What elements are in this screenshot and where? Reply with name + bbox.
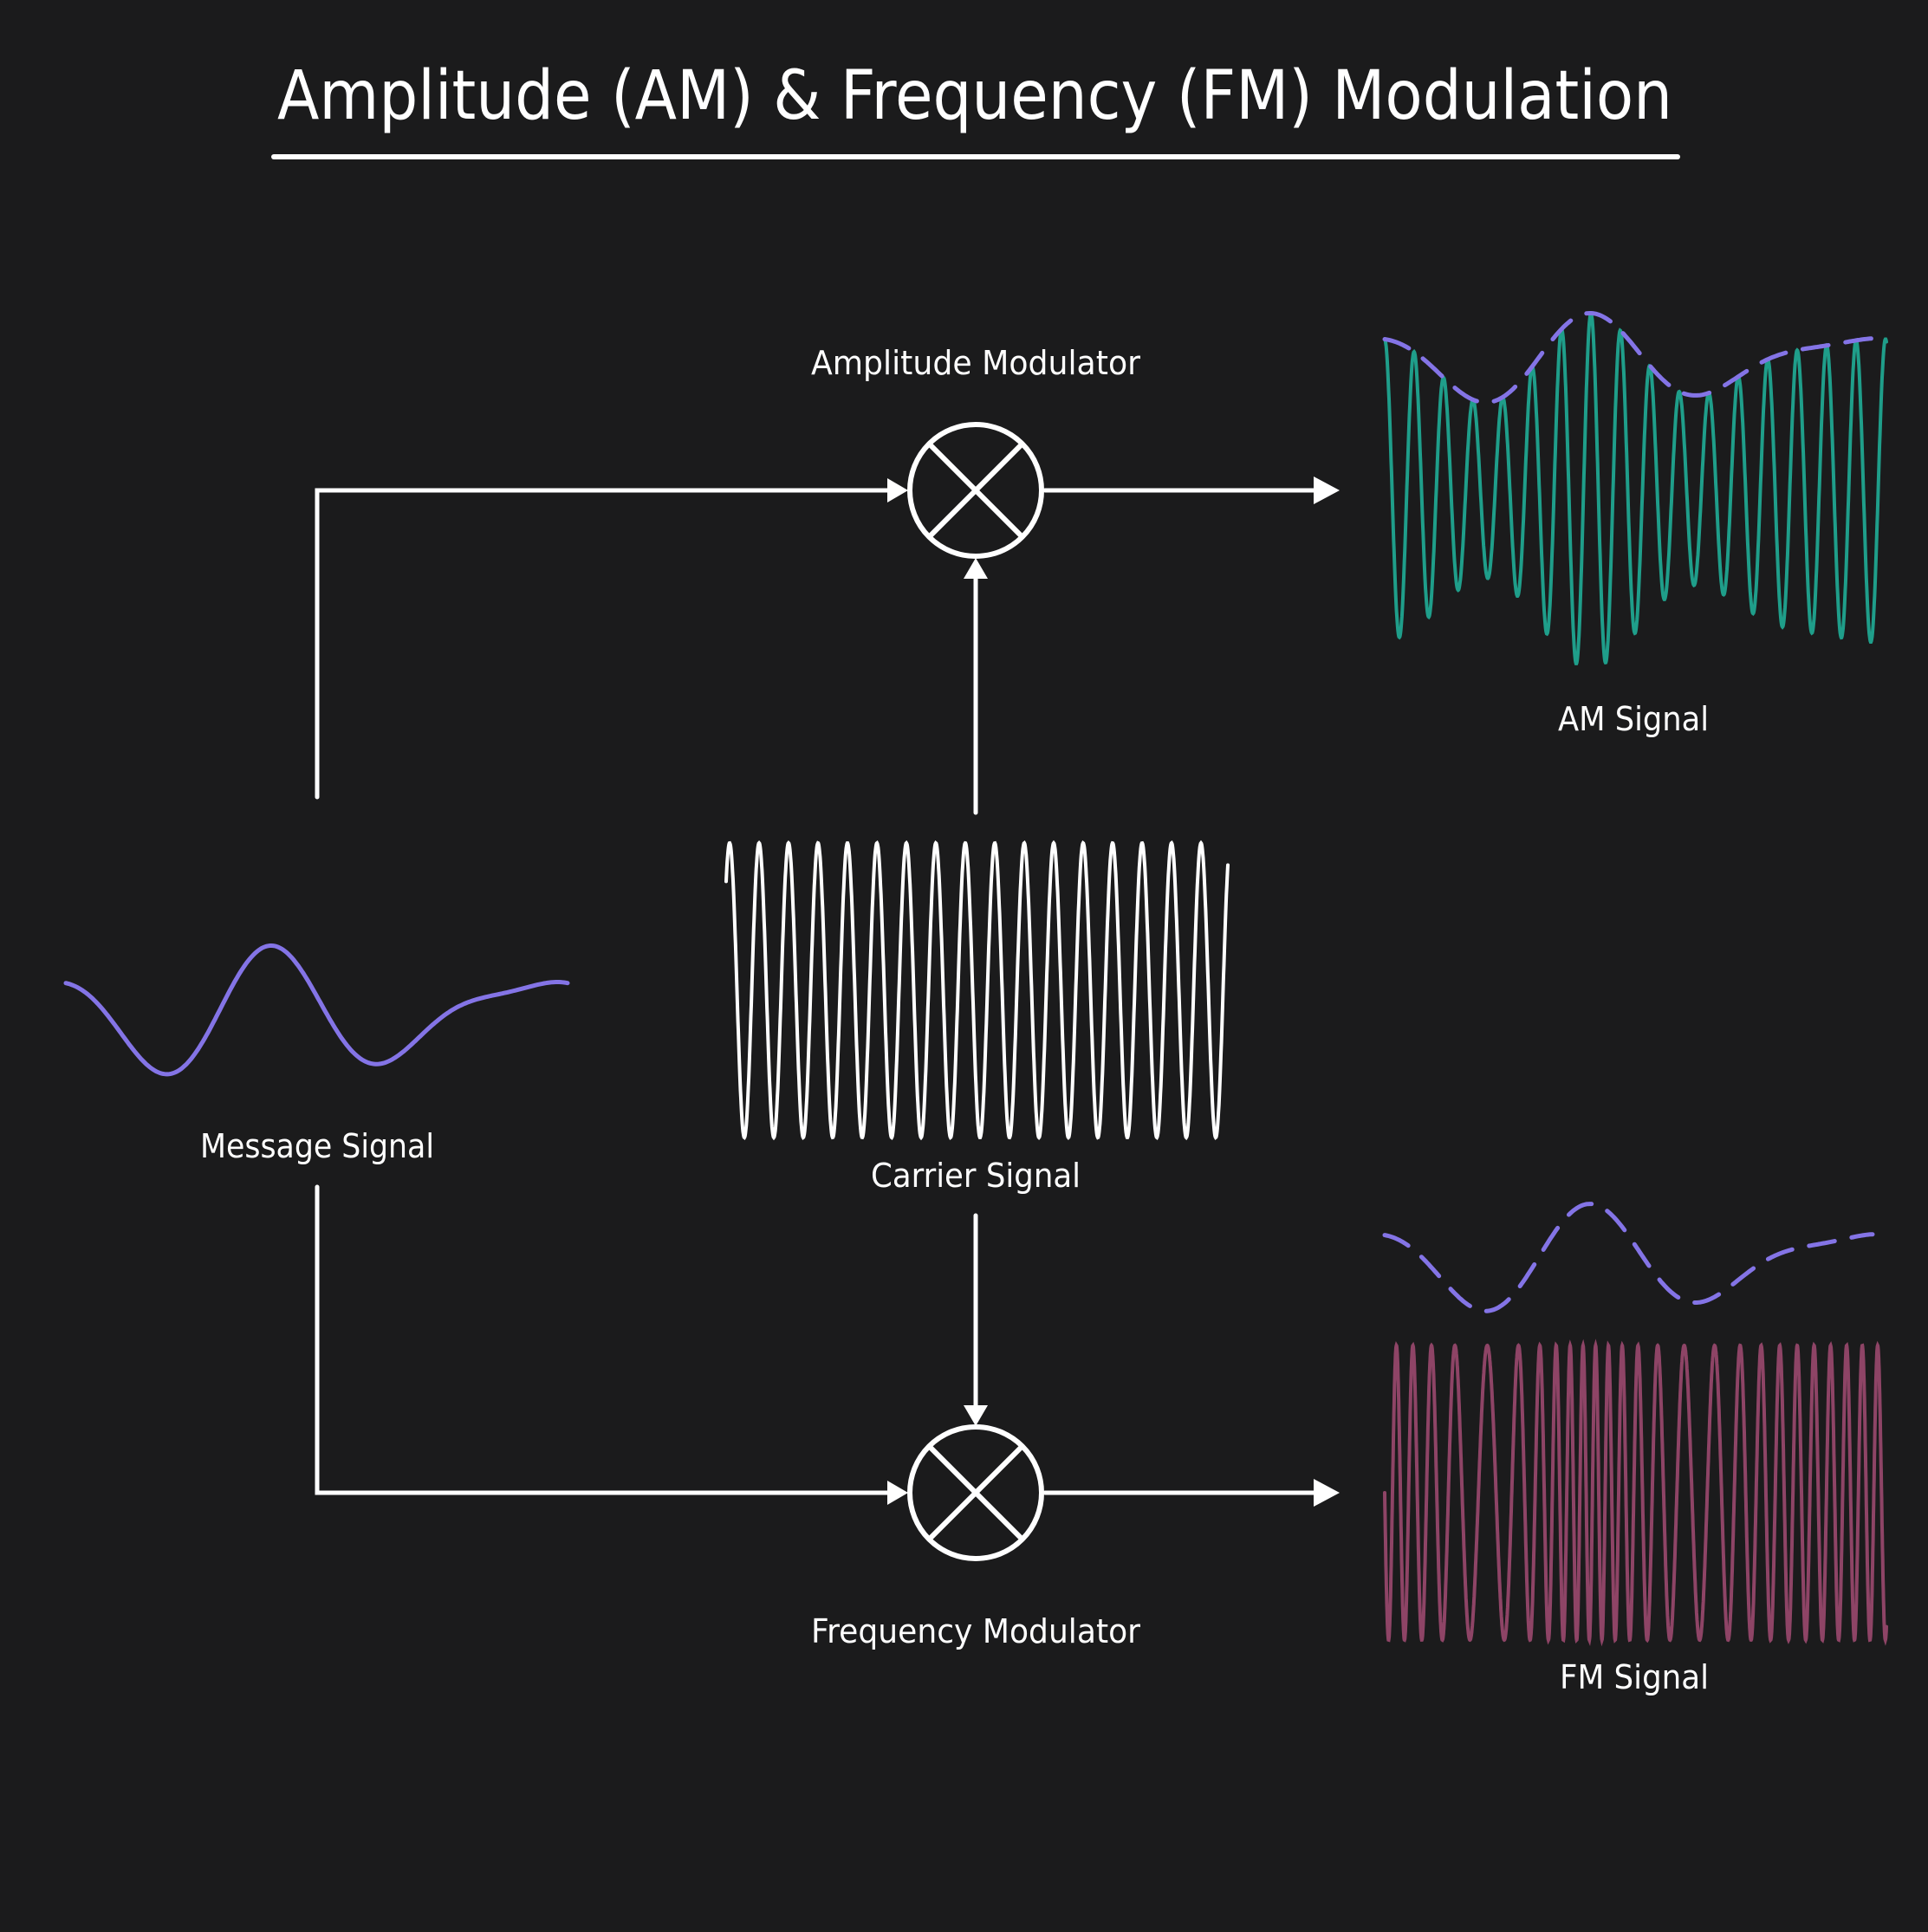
message-to-fm-line xyxy=(315,1184,897,1495)
fm-signal-label: FM Signal xyxy=(1560,1658,1709,1696)
multiplier-circle-icon xyxy=(907,422,1044,559)
carrier-signal: Carrier Signal xyxy=(724,840,1230,1195)
fm-wave xyxy=(1383,1339,1888,1647)
am-envelope xyxy=(1382,311,1875,405)
carrier-wave xyxy=(724,840,1230,1141)
am-signal-label: AM Signal xyxy=(1558,700,1709,738)
amplitude-modulator: Amplitude Modulator xyxy=(811,344,1140,559)
multiplier-circle-icon xyxy=(907,1424,1044,1561)
message-to-am-line xyxy=(315,488,897,800)
message-signal: Message Signal xyxy=(63,943,570,1165)
am-signal: AM Signal xyxy=(1382,311,1888,738)
arrow-head-icon xyxy=(887,478,908,502)
arrow-head-icon xyxy=(964,1405,988,1426)
arrow-head-icon xyxy=(1314,477,1340,504)
fm-signal: FM Signal xyxy=(1382,1202,1888,1696)
arrow-head-icon xyxy=(964,558,988,579)
message-signal-label: Message Signal xyxy=(200,1127,434,1165)
message-wave xyxy=(63,943,570,1077)
amplitude-modulator-label: Amplitude Modulator xyxy=(811,344,1140,382)
arrow-head-icon xyxy=(887,1481,908,1505)
frequency-modulator: Frequency Modulator xyxy=(811,1424,1140,1650)
arrow-head-icon xyxy=(1314,1479,1340,1507)
fm-message-reference xyxy=(1382,1202,1875,1313)
am-wave xyxy=(1383,311,1888,665)
frequency-modulator-label: Frequency Modulator xyxy=(811,1612,1140,1650)
diagram-title: Amplitude (AM) & Frequency (FM) Modulati… xyxy=(277,57,1672,135)
carrier-signal-label: Carrier Signal xyxy=(871,1157,1081,1195)
